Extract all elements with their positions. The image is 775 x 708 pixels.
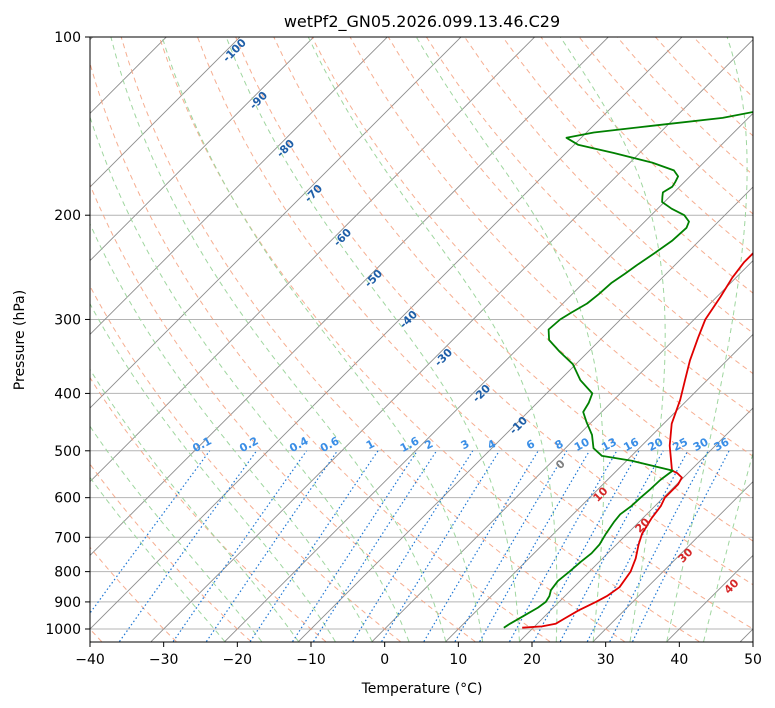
dry-adiabat-line (90, 376, 327, 642)
dry-adiabat-line (90, 183, 476, 642)
dry-adiabat-line (120, 37, 625, 642)
x-tick-label: 10 (449, 652, 467, 668)
moist-adiabat-line (415, 37, 605, 642)
isotherm-line (298, 186, 753, 642)
isotherm-line (150, 39, 753, 642)
moist-adiabat-line (225, 37, 520, 642)
dry-adiabat-line (158, 37, 700, 642)
y-axis-label: Pressure (hPa) (12, 290, 28, 390)
x-tick-label: −20 (223, 652, 253, 668)
chart-title: wetPf2_GN05.2026.099.13.46.C29 (284, 12, 560, 32)
dry-adiabat-line (235, 37, 753, 586)
mixing-ratio-line (172, 450, 308, 642)
data-layer (503, 111, 753, 629)
axis-layer: −40 −30 −20 −10 0 10 20 30 40 50 100 200 300 400 500 60… (45, 30, 762, 668)
mixing-ratio-label: 10 (572, 435, 592, 454)
dry-adiabat-line (425, 37, 753, 375)
dry-adiabat-line (273, 37, 753, 542)
dry-adiabat-line (90, 285, 401, 642)
mixing-ratio-line (292, 450, 418, 642)
y-tick-label: 100 (54, 30, 81, 46)
dry-adiabat-line (502, 37, 753, 294)
mixing-ratio-line (533, 450, 640, 642)
moist-adiabat-line (110, 37, 447, 642)
y-tick-label: 700 (54, 530, 81, 546)
x-tick-label: 20 (523, 652, 541, 668)
isotherm-line (90, 37, 315, 262)
x-tick-label: −30 (149, 652, 179, 668)
isotherm-line (592, 481, 753, 642)
dry-adiabat-line (90, 546, 177, 642)
moist-adiabat-line (161, 37, 484, 642)
plot-frame (89, 36, 754, 643)
dry-adiabat-line (90, 463, 252, 642)
mixing-ratio-label: 16 (621, 435, 641, 454)
isotherm-line (519, 407, 753, 642)
isotherm-line (90, 37, 683, 630)
isotherm-line (90, 37, 609, 556)
y-tick-label: 600 (54, 491, 81, 507)
y-tick-label: 300 (54, 312, 81, 328)
x-tick-label: 50 (744, 652, 762, 668)
isotherm-line (90, 37, 536, 483)
moist-adiabat-line (90, 425, 262, 642)
isotherm-line (90, 37, 462, 409)
temperature-profile-line (522, 252, 753, 629)
isotherm-line (371, 260, 753, 642)
mixing-ratio-line (90, 450, 211, 615)
grid-layer (90, 37, 753, 642)
mixing-ratio-label: 20 (646, 435, 666, 454)
mixing-ratio-label: 25 (670, 435, 690, 454)
moist-adiabat-line (90, 476, 226, 642)
isotherm-line (224, 112, 753, 642)
moist-adiabat-line (307, 37, 558, 642)
y-tick-label: 1000 (45, 622, 81, 638)
mixing-ratio-line (632, 450, 730, 642)
mixing-ratio-line (509, 450, 618, 642)
x-tick-label: 40 (670, 652, 688, 668)
isotherm-line (90, 37, 388, 335)
mixing-ratio-line (559, 450, 664, 642)
isotherm-line (90, 37, 241, 188)
y-tick-label: 400 (54, 386, 81, 402)
dry-adiabat-line (387, 37, 753, 416)
y-tick-label: 500 (54, 444, 81, 460)
y-tick-label: 900 (54, 595, 81, 611)
mixing-ratio-line (119, 450, 258, 642)
dry-adiabat-line (197, 37, 753, 630)
moist-adiabat-line (90, 222, 373, 642)
mixing-ratio-line (381, 450, 500, 642)
x-tick-label: −10 (296, 652, 326, 668)
x-tick-label: −40 (75, 652, 105, 668)
moist-adiabat-line (90, 115, 410, 642)
y-tick-label: 800 (54, 565, 81, 581)
mixing-ratio-line (313, 450, 438, 642)
mixing-ratio-label: 13 (599, 435, 619, 454)
mixing-ratio-label: 36 (712, 435, 732, 454)
x-tick-label: 30 (597, 652, 615, 668)
mixing-ratio-label: 30 (691, 435, 711, 454)
x-tick-label: 0 (380, 652, 389, 668)
x-axis-label: Temperature (°C) (361, 681, 483, 697)
mixing-ratio-line (205, 450, 338, 642)
plot-background (90, 37, 753, 642)
dewpoint-profile-line (503, 111, 753, 629)
moist-adiabat-line (90, 368, 299, 642)
mixing-ratio-line (249, 450, 379, 642)
dry-adiabat-line (90, 61, 551, 642)
y-tick-label: 200 (54, 208, 81, 224)
